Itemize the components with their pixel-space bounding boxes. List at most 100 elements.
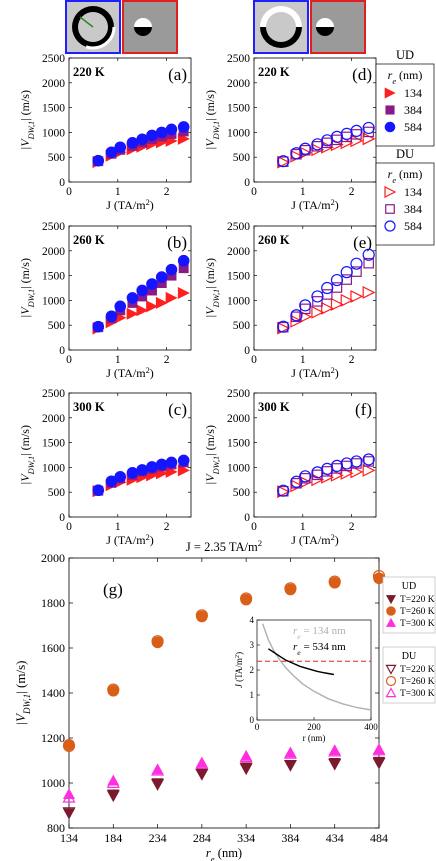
x-tick-label: 484: [370, 831, 388, 845]
data-point: [277, 320, 290, 333]
data-point: [62, 739, 76, 752]
y-tick-label: 2000: [227, 246, 250, 258]
data-point: [155, 126, 168, 139]
y-tick-label: 1000: [42, 462, 65, 474]
series-re-584: [277, 248, 375, 333]
data-point: [114, 300, 127, 313]
data-point: [239, 763, 253, 776]
data-point: [177, 286, 190, 299]
y-axis-label: |VDW,1| (m/s): [203, 258, 221, 318]
y-tick-label: 0: [59, 345, 65, 357]
legend-label: T=260 K: [400, 677, 435, 687]
data-point: [372, 743, 386, 756]
data-point: [155, 296, 168, 309]
data-point: [321, 281, 334, 295]
y-tick-label: 2000: [227, 413, 250, 425]
legend-g-ud: UD T=220 K T=260 K T=300 K: [382, 576, 436, 634]
legend-title: UD: [396, 48, 414, 62]
x-tick-label: 2: [349, 521, 355, 533]
x-tick-label: 434: [326, 831, 344, 845]
legend-entry-384: 384: [385, 202, 422, 216]
x-tick-label: 1: [115, 354, 121, 366]
data-point: [328, 575, 341, 588]
x-tick-label: 1: [115, 186, 121, 198]
plot-area: [68, 57, 192, 183]
legend-marker: [385, 687, 397, 698]
y-axis-label: |VDW,1| (m/s): [203, 90, 221, 150]
legend-label: 384: [404, 202, 422, 216]
y-tick-label: 1000: [42, 295, 65, 307]
x-axis-label: J (TA/m2): [106, 198, 154, 213]
temperature-label: 260 K: [258, 233, 290, 247]
x-tick-label: 334: [237, 831, 255, 845]
legend-header: re (nm): [388, 68, 423, 86]
y-tick-label: 2500: [42, 53, 65, 65]
x-tick-label: 384: [281, 831, 299, 845]
data-point: [312, 296, 323, 307]
y-tick-label: 2500: [227, 53, 250, 65]
series-re-584: [277, 121, 375, 168]
legend-label: T=300 K: [400, 619, 435, 629]
x-tick-label: 2: [164, 521, 170, 533]
data-point: [146, 129, 158, 142]
chart-panel-f: 0 500 1000 1500 2000 2500 0 1 2 J (TA/m2) |VDW,1| …: [203, 388, 377, 547]
legend-box: [382, 646, 436, 704]
y-tick-label: 2000: [42, 78, 65, 90]
x-tick-label: 2: [349, 186, 355, 198]
x-tick-label: 0: [66, 354, 72, 366]
legend-marker: [385, 204, 395, 214]
y-axis-label: |VDW,1| (m/s): [18, 90, 36, 150]
y-tick-label: 1800: [41, 596, 65, 610]
data-point: [177, 254, 190, 267]
data-point: [106, 790, 120, 803]
data-point: [62, 790, 76, 803]
legend-entry-134: 134: [384, 86, 422, 100]
x-tick-label: 2: [164, 186, 170, 198]
x-tick-label: 234: [149, 831, 167, 845]
y-tick-label: 2500: [42, 221, 65, 233]
plot-area: [68, 392, 192, 518]
y-tick-label: 500: [48, 487, 66, 499]
data-point: [92, 484, 105, 497]
data-point: [340, 293, 354, 307]
data-point: [362, 453, 375, 466]
data-point: [165, 123, 178, 136]
data-point: [177, 464, 190, 477]
x-tick-label: 1: [300, 521, 306, 533]
legend-entry-584: 584: [384, 120, 422, 134]
data-point: [277, 484, 290, 497]
y-tick-label: 1500: [42, 438, 65, 450]
inset-y-tick-label: 3: [250, 640, 255, 650]
series-re-584: [277, 453, 375, 497]
y-tick-label: 500: [48, 320, 66, 332]
inset-y-tick-label: 1: [250, 690, 255, 700]
x-tick-label: 0: [251, 521, 257, 533]
data-point: [146, 461, 158, 473]
x-tick-label: 0: [251, 186, 257, 198]
y-tick-label: 2000: [42, 246, 65, 258]
legend-entry: T=260 K: [385, 675, 435, 687]
data-point: [105, 310, 118, 323]
inset-x-tick-label: 400: [364, 722, 378, 732]
y-tick-label: 0: [244, 512, 250, 524]
data-point: [126, 292, 139, 304]
y-tick-label: 1500: [227, 438, 250, 450]
data-point: [311, 143, 325, 157]
legend-label: 134: [404, 86, 422, 100]
y-tick-label: 2000: [41, 551, 65, 565]
legend-marker: [385, 595, 397, 605]
inset-y-axis-label: J (TA/m2): [234, 652, 245, 688]
x-tick-label: 1: [300, 354, 306, 366]
panel-label: (e): [353, 233, 372, 252]
legend-label: 384: [404, 103, 422, 117]
legend-entry: T=300 K: [385, 687, 435, 699]
data-point: [165, 456, 178, 469]
plot-area: [68, 225, 192, 351]
legend-entry: T=220 K: [385, 595, 435, 605]
data-point: [62, 807, 76, 819]
data-point: [330, 273, 344, 287]
x-axis-label: J (TA/m2): [291, 198, 339, 213]
data-point: [290, 314, 304, 328]
